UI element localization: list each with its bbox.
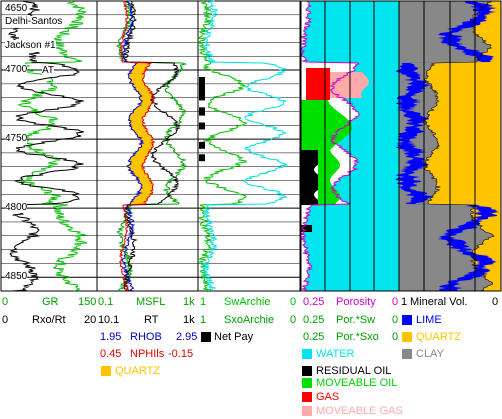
gr-min: 0 [2,296,9,308]
clay-label: CLAY [416,348,444,360]
rxo-label: Rxo/Rt [32,314,66,326]
rt-label: RT [144,314,159,326]
gas-swatch [302,392,312,402]
gr-curve [17,0,88,292]
residual-oil-swatch [302,366,312,376]
porosity-curve [298,0,360,292]
rhob-label: RHOB [130,331,162,343]
net-pay-bar [199,122,205,130]
rxo-min: 0 [2,314,9,326]
depth-label: 4750 [5,133,28,145]
net-pay-swatch [201,332,211,342]
quartz-swatch [402,332,412,342]
porosity-label: Porosity [336,296,376,308]
rt-max: 1k [183,314,195,326]
lime-label: LIME [416,314,442,326]
quartz-crossover-fill [127,63,155,205]
rhob-min: 1.95 [100,331,122,343]
lime-volume-fill [395,1,500,291]
rxo-max: 20 [84,314,97,326]
rhob-curve [121,0,145,292]
track-resistivity-porosity [96,0,199,292]
gr-label: GR [42,296,59,308]
lime-swatch [402,315,412,325]
well-name-line1: Delhi-Santos [5,16,63,28]
moveable-oil-swatch [302,378,312,388]
nphi-curve [118,0,156,292]
sxo-archie-curve [200,0,289,292]
quartz-label-2: QUARTZ [115,365,161,377]
track-saturation [197,0,301,292]
por-sw-min: 0.25 [303,314,325,326]
rt-curve [122,0,181,292]
sw-label: SwArchie [224,296,271,308]
residual-oil-label: RESIDUAL OIL [316,365,392,377]
net-pay-bar [199,76,205,101]
depth-label: 4650 [5,3,28,14]
gas-fill [306,68,330,100]
log-plot [0,0,502,292]
msfl-max: 1k [183,296,195,308]
net-pay-bar [199,154,205,162]
clay-swatch [402,349,412,359]
msfl-min: 0.1 [98,296,114,308]
formation-marker: AT [42,65,55,77]
net-pay-bar [199,107,205,116]
residual-oil-fill [301,150,326,232]
sxo-min: 1 [200,314,207,326]
sxo-label: SxoArchie [224,314,275,326]
msfl-label: MSFL [136,296,166,308]
sw-max: 0 [290,296,297,308]
rhob-max: 2.95 [176,331,198,343]
msfl-curve [116,0,188,292]
mineral-max: 0 [492,296,499,308]
gas-label: GAS [316,391,340,403]
rxo-min-right: 1 [98,314,105,326]
nphi-max: -0.15 [168,348,194,360]
quartz-label: QUARTZ [416,331,462,343]
por-sxo-label: Por.*Sxo [336,331,379,343]
porosity-min: 0.25 [303,296,325,308]
moveable-oil-label: MOVEABLE OIL [316,377,398,389]
por-sw-max: 0 [392,314,399,326]
moveable-oil-fill [301,100,352,205]
por-sw-label: Por.*Sw [336,314,376,326]
sw-archie-curve [197,0,248,292]
moveable-gas-label: MOVEABLE GAS [316,405,403,417]
net-pay-label: Net Pay [214,331,254,343]
porosity-max: 0 [392,296,399,308]
depth-label: 4800 [5,202,28,214]
nphi-min: 0.45 [100,348,122,360]
depth-label: 4850 [5,271,28,283]
water-swatch [302,349,312,359]
track-mineral-volume [395,0,502,292]
sw-min: 1 [200,296,207,308]
well-name-line2: Jackson #1 [5,40,56,52]
moveable-gas-swatch [302,406,312,416]
mineral-label: Mineral Vol. [410,296,468,308]
net-pay-flags [199,76,205,162]
clay-boundary [423,0,495,292]
por-sxo-min: 0.25 [303,331,325,343]
rt-min: 0.1 [104,314,120,326]
por-sxo-max: 0 [392,331,399,343]
gr-max: 150 [78,296,97,308]
quartz-swatch-2 [101,366,111,376]
track-fluid-analysis [298,0,400,292]
net-pay-bar [199,141,205,149]
depth-label: 4700 [5,64,28,76]
sxo-max: 0 [290,314,297,326]
mineral-min: 1 [401,296,408,308]
nphi-label: NPHIls [130,348,165,360]
water-label: WATER [316,348,355,360]
